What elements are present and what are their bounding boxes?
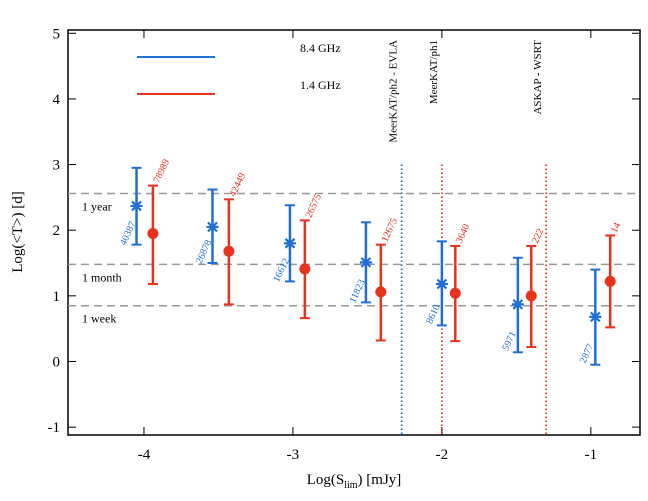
y-tick-label: 4 [53,92,61,108]
point-label: 42449 [228,171,249,198]
data-point [589,310,602,323]
x-label-sub: lim [344,480,358,491]
y-tick-label: 1 [53,289,61,305]
data-point [359,256,372,269]
point-label: 8610 [424,303,442,326]
x-label-part: Log(S [307,472,345,488]
point-label: 26575 [304,192,325,219]
data-point [525,290,537,302]
data-point [283,237,296,250]
data-point [449,287,461,299]
plot-frame [67,29,641,436]
data-point [511,298,524,311]
reference-label: 1 year [82,199,112,213]
data-point [130,199,143,212]
point-label: 3640 [454,222,472,245]
y-tick-label: -1 [48,420,61,436]
x-tick-label: -1 [585,447,598,463]
point-label: 78989 [152,158,173,185]
data-point [223,245,235,257]
data-point [299,263,311,275]
x-axis-label: Log(Slim) [mJy] [307,472,402,491]
point-label: 14 [609,221,623,235]
data-point [604,275,616,287]
y-tick-label: 2 [53,223,61,239]
x-tick-label: -3 [287,447,300,463]
reference-label: ASKAP - WSRT [532,40,544,115]
y-tick-label: 3 [53,158,61,174]
data-point [147,227,159,239]
x-label-part: ) [mJy] [358,472,402,488]
reference-label: 1 week [82,312,116,326]
y-tick-label: 0 [53,354,61,370]
x-tick-label: -2 [436,447,449,463]
y-tick-label: 5 [53,26,61,42]
legend-label: 1.4 GHz [300,78,341,92]
point-label: 12675 [380,217,401,244]
point-label: 2877 [578,342,596,365]
x-tick-label: -4 [138,447,151,463]
y-axis-label: Log(<T>) [d] [10,191,26,272]
reference-label: MeerKAT/ph2 - EVLA [388,40,400,143]
point-label: 5971 [500,330,518,353]
data-point [375,286,387,298]
reference-label: 1 month [82,270,122,284]
data-point [206,220,219,233]
point-label: 222 [530,227,546,245]
legend-label: 8.4 GHz [300,41,341,55]
reference-label: MeerKAT/ph1 [428,40,440,104]
data-point [435,278,448,291]
